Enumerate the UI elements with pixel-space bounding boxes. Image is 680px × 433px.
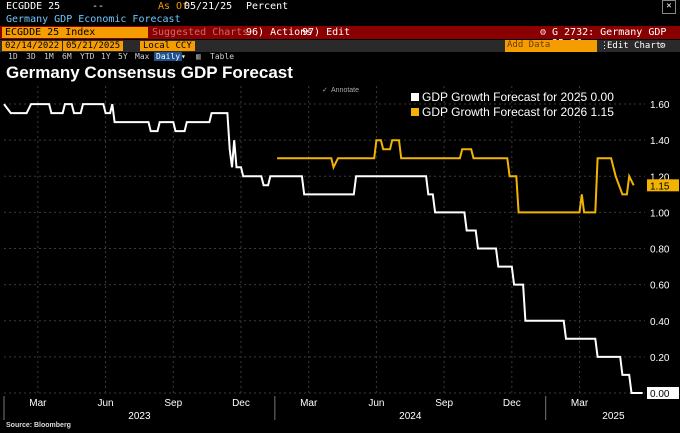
x-tick-label-2: Sep xyxy=(164,398,182,409)
chart-type-icon[interactable]: ▥ xyxy=(196,52,201,61)
period-5y[interactable]: 5Y xyxy=(118,52,128,61)
period-1y[interactable]: 1Y xyxy=(101,52,111,61)
table-button[interactable]: Table xyxy=(210,52,235,61)
y-tick-label-6: 1.20 xyxy=(650,172,670,183)
legend-swatch-1 xyxy=(411,108,419,116)
x-tick-label-4: Mar xyxy=(300,398,318,409)
description-label: Germany GDP Economic Forecast xyxy=(6,14,181,25)
suggested-charts-link[interactable]: Suggested Charts xyxy=(152,27,249,38)
ticker-dashes: -- xyxy=(92,1,105,12)
y-tick-label-2: 0.40 xyxy=(650,317,670,328)
y-tick-label-8: 1.60 xyxy=(650,100,670,111)
legend-label-0: GDP Growth Forecast for 2025 0.00 xyxy=(422,90,614,104)
close-icon[interactable]: ✕ xyxy=(662,0,676,14)
chevron-down-icon[interactable]: ▾ xyxy=(181,52,186,61)
last-value-label-1: 1.15 xyxy=(650,181,670,192)
year-label-1: 2024 xyxy=(399,411,422,422)
period-1d[interactable]: 1D xyxy=(8,52,18,61)
annotate-icon: ✓ xyxy=(322,87,328,94)
source-label: Source: Bloomberg xyxy=(6,422,71,429)
period-bar: 1D 3D 1M 6M YTD 1Y 5Y Max Daily ▾ ▥ Tabl… xyxy=(0,52,680,62)
ticker-label[interactable]: ECGDDE 25 xyxy=(6,1,61,12)
security-bar: ECGDDE 25 Index Suggested Charts 96) Act… xyxy=(0,26,680,49)
x-tick-label-8: Mar xyxy=(571,398,589,409)
date-separator: - xyxy=(56,41,62,51)
header-bar: ECGDDE 25 -- As Of 05/21/25 Percent ✕ xyxy=(0,0,680,14)
x-tick-label-5: Jun xyxy=(368,398,384,409)
security-input[interactable]: ECGDDE 25 Index xyxy=(2,27,148,38)
gear-icon[interactable]: ⚙ xyxy=(540,27,547,38)
series-line-0 xyxy=(3,103,643,394)
currency-select[interactable]: Local CCY xyxy=(140,41,195,51)
legend-swatch-0 xyxy=(411,93,419,101)
edit-menu[interactable]: 97) Edit xyxy=(302,27,351,38)
x-tick-label-6: Sep xyxy=(435,398,453,409)
chart-title: Germany Consensus GDP Forecast xyxy=(6,63,293,82)
x-tick-label-0: Mar xyxy=(29,398,47,409)
as-of-date[interactable]: 05/21/25 xyxy=(184,1,233,12)
y-tick-label-5: 1.00 xyxy=(650,208,670,219)
add-data-button[interactable]: Add Data xyxy=(505,40,597,52)
unit-label: Percent xyxy=(246,1,289,12)
y-tick-label-4: 0.80 xyxy=(650,245,670,256)
as-of-label: As Of xyxy=(158,1,189,12)
last-value-badge-1 xyxy=(647,179,679,192)
last-value-badge-0 xyxy=(647,387,679,399)
description-bar: Germany GDP Economic Forecast xyxy=(0,14,680,26)
period-ytd[interactable]: YTD xyxy=(80,52,95,61)
y-tick-label-3: 0.60 xyxy=(650,281,670,292)
end-date-input[interactable]: 05/21/2025 xyxy=(63,41,124,51)
actions-menu[interactable]: 96) Actions xyxy=(246,27,313,38)
date-bar: 02/14/2022 - 05/21/2025 Local CCY Add Da… xyxy=(0,40,680,52)
period-max[interactable]: Max xyxy=(135,52,150,61)
edit-chart-icon[interactable]: ⋮ xyxy=(600,41,609,51)
frequency-select[interactable]: Daily xyxy=(154,52,183,61)
y-tick-label-1: 0.20 xyxy=(650,353,670,364)
x-tick-label-1: Jun xyxy=(98,398,114,409)
legend-label-1: GDP Growth Forecast for 2026 1.15 xyxy=(422,105,614,119)
period-6m[interactable]: 6M xyxy=(62,52,72,61)
chart-settings-gear-icon[interactable]: ⚙ xyxy=(660,41,666,51)
start-date-input[interactable]: 02/14/2022 xyxy=(2,41,63,51)
period-3d[interactable]: 3D xyxy=(26,52,36,61)
annotate-label: Annotate xyxy=(331,87,359,94)
last-value-label-0: 0.00 xyxy=(650,389,670,400)
year-label-0: 2023 xyxy=(128,411,151,422)
year-label-2: 2025 xyxy=(602,411,625,422)
x-tick-label-7: Dec xyxy=(503,398,521,409)
edit-chart-button[interactable]: Edit Chart xyxy=(607,41,662,51)
x-tick-label-3: Dec xyxy=(232,398,250,409)
series-line-1 xyxy=(277,139,635,214)
period-1m[interactable]: 1M xyxy=(44,52,54,61)
y-tick-label-7: 1.40 xyxy=(650,136,670,147)
